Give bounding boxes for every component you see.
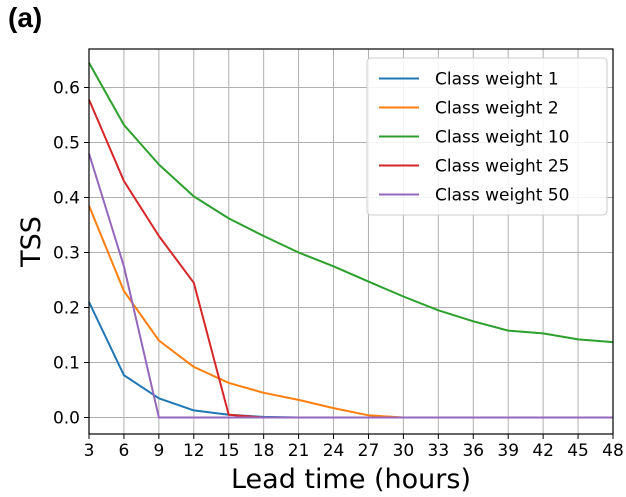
y-axis-title: TSS	[16, 216, 47, 268]
x-tick-label: 48	[602, 441, 624, 461]
x-tick-label: 21	[288, 441, 310, 461]
y-tick-label: 0.3	[53, 244, 80, 264]
y-tick-label: 0.2	[53, 299, 80, 319]
x-tick-label: 30	[393, 441, 415, 461]
x-tick-label: 33	[428, 441, 450, 461]
series-line-class-weight-1	[89, 302, 613, 418]
legend-label: Class weight 10	[435, 128, 569, 148]
legend-label: Class weight 1	[435, 70, 559, 90]
x-tick-label: 15	[218, 441, 240, 461]
y-axis: 0.0 0.1 0.2 0.3 0.4 0.5 0.6	[53, 79, 89, 429]
x-axis: 3 6 9 12 15 18 21 24 27 30 33 36 39 42 45 48	[84, 434, 624, 461]
x-tick-label: 36	[462, 441, 484, 461]
series-line-class-weight-2	[89, 206, 613, 418]
x-axis-title: Lead time (hours)	[231, 464, 471, 495]
x-tick-label: 12	[183, 441, 205, 461]
y-tick-label: 0.1	[53, 354, 80, 374]
y-tick-label: 0.0	[53, 409, 80, 429]
x-tick-label: 9	[153, 441, 164, 461]
x-tick-label: 24	[323, 441, 345, 461]
x-tick-label: 18	[253, 441, 275, 461]
legend-label: Class weight 2	[435, 99, 559, 119]
y-tick-label: 0.5	[53, 134, 80, 154]
x-tick-label: 27	[358, 441, 380, 461]
x-tick-label: 45	[567, 441, 589, 461]
legend-label: Class weight 50	[435, 186, 569, 206]
x-tick-label: 42	[532, 441, 554, 461]
x-tick-label: 3	[84, 441, 95, 461]
x-tick-label: 39	[497, 441, 519, 461]
y-tick-label: 0.6	[53, 79, 80, 99]
legend-label: Class weight 25	[435, 157, 569, 177]
legend: Class weight 1 Class weight 2 Class weight…	[367, 58, 607, 215]
x-tick-label: 6	[119, 441, 130, 461]
y-tick-label: 0.4	[53, 189, 80, 209]
